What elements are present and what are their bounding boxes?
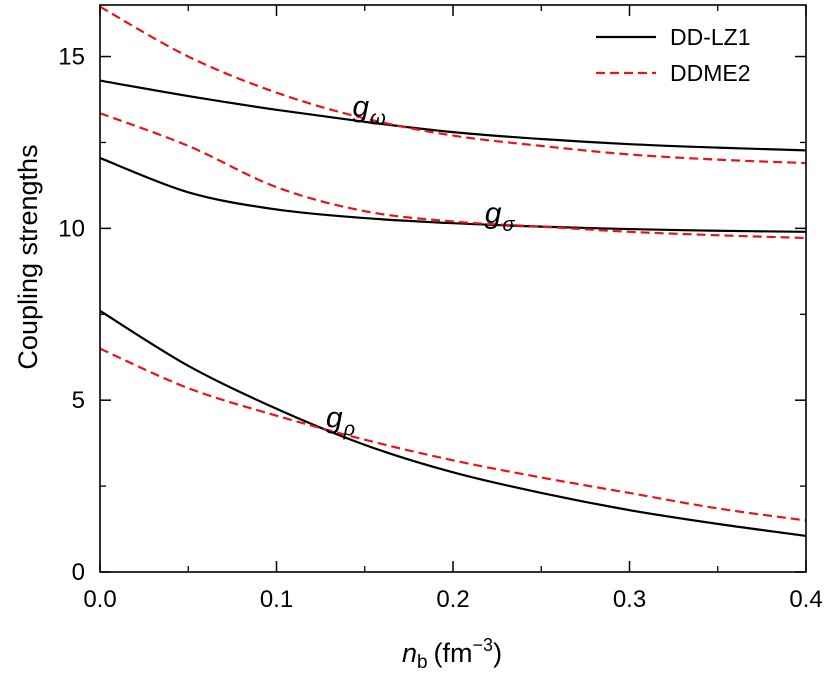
x-tick-label: 0.2: [436, 586, 469, 613]
annotation-g: gρ: [326, 402, 355, 441]
legend: DD-LZ1 DDME2: [596, 24, 751, 86]
y-tick-label: 15: [58, 44, 85, 71]
series-line-ddme2-g-ω: [99, 5, 807, 165]
y-tick-label: 5: [72, 387, 85, 414]
y-tick-label: 0: [72, 559, 85, 586]
y-tick-label: 10: [58, 215, 85, 242]
series-lines: [99, 5, 807, 538]
plot-frame: [99, 4, 807, 573]
series-line-ddme2-g-ρ: [99, 347, 807, 522]
series-line-dd-lz1-g-ω: [99, 79, 807, 152]
x-tick-label: 0.0: [83, 586, 116, 613]
x-tick-label: 0.3: [613, 586, 646, 613]
annotation-g: gω: [352, 91, 385, 130]
tick-labels: 0.0 0.1 0.2 0.3 0.4 0 5 10 15: [58, 44, 822, 613]
x-axis-label-close: ): [493, 638, 502, 668]
y-axis-label: Coupling strengths: [13, 144, 43, 369]
series-line-dd-lz1-g-σ: [99, 156, 807, 233]
x-axis-label-exp: −3: [473, 635, 494, 655]
annotation-g: gσ: [485, 197, 516, 236]
x-axis-label-var: n: [402, 638, 417, 668]
x-axis-label: nb (fm−3): [402, 635, 502, 673]
series-line-ddme2-g-σ: [99, 112, 807, 240]
x-axis-label-units: (fm: [434, 638, 473, 668]
curve-annotations: gω gσ gρ: [326, 91, 516, 441]
series-line-dd-lz1-g-ρ: [99, 309, 807, 538]
x-tick-label: 0.4: [789, 586, 822, 613]
legend-label: DDME2: [670, 60, 751, 86]
x-tick-label: 0.1: [260, 586, 293, 613]
legend-label: DD-LZ1: [670, 24, 751, 50]
x-axis-label-sub: b: [417, 652, 428, 673]
tick-marks: [99, 5, 807, 573]
